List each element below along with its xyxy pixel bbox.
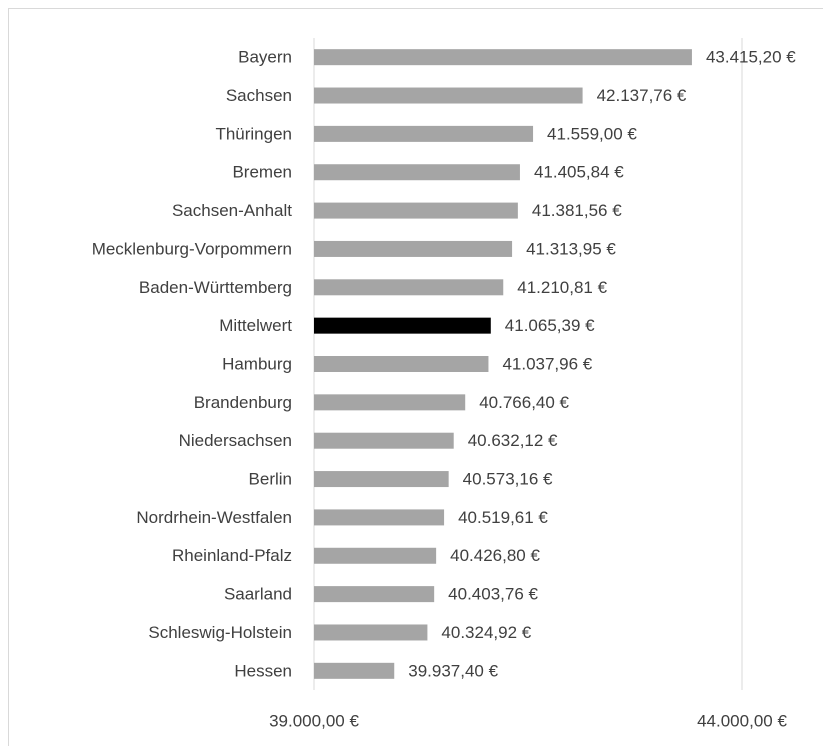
y-tick-label: Brandenburg <box>194 393 292 412</box>
data-label: 41.381,56 € <box>532 201 622 220</box>
data-label: 41.313,95 € <box>526 239 616 258</box>
data-label: 40.573,16 € <box>463 470 553 489</box>
bar <box>314 49 692 66</box>
bar <box>314 662 395 679</box>
y-tick-label: Saarland <box>224 585 292 604</box>
bar <box>314 202 518 219</box>
bar <box>314 164 520 181</box>
y-tick-label: Schleswig-Holstein <box>148 623 292 642</box>
bar <box>314 547 437 564</box>
y-tick-label: Rheinland-Pfalz <box>172 546 292 565</box>
data-label: 40.324,92 € <box>441 623 531 642</box>
bar <box>314 125 534 142</box>
bar <box>314 471 449 488</box>
y-tick-label: Nordrhein-Westfalen <box>136 508 292 527</box>
bar <box>314 87 583 104</box>
bar <box>314 240 513 257</box>
y-tick-label: Berlin <box>249 470 292 489</box>
bar <box>314 356 489 372</box>
y-tick-label: Bremen <box>232 163 292 182</box>
y-tick-label: Baden-Württemberg <box>139 278 292 297</box>
data-label: 41.405,84 € <box>534 163 624 182</box>
data-label: 40.426,80 € <box>450 546 540 565</box>
y-tick-label: Sachsen <box>226 86 292 105</box>
data-label: 40.632,12 € <box>468 431 558 450</box>
bar <box>314 586 435 603</box>
y-tick-label: Mecklenburg-Vorpommern <box>92 239 292 258</box>
y-tick-label: Niedersachsen <box>179 431 292 450</box>
data-label: 42.137,76 € <box>597 86 687 105</box>
y-tick-label: Bayern <box>238 48 292 67</box>
data-label: 39.937,40 € <box>408 661 498 680</box>
chart-border <box>8 8 823 746</box>
bar <box>314 317 491 334</box>
bar <box>314 394 466 411</box>
data-label: 43.415,20 € <box>706 48 796 67</box>
x-tick-label: 39.000,00 € <box>269 711 359 730</box>
data-label: 40.403,76 € <box>448 585 538 604</box>
y-tick-label: Mittelwert <box>219 316 292 335</box>
data-label: 41.037,96 € <box>502 354 592 373</box>
bar <box>314 279 504 296</box>
data-label: 40.519,61 € <box>458 508 548 527</box>
x-tick-label: 44.000,00 € <box>697 711 787 730</box>
y-tick-label: Hamburg <box>222 354 292 373</box>
data-label: 40.766,40 € <box>479 393 569 412</box>
bar <box>314 624 428 641</box>
y-tick-label: Hessen <box>234 661 292 680</box>
bar <box>314 432 454 449</box>
data-label: 41.210,81 € <box>517 278 607 297</box>
y-tick-label: Sachsen-Anhalt <box>172 201 292 220</box>
data-label: 41.559,00 € <box>547 124 637 143</box>
bar <box>314 509 445 526</box>
y-tick-label: Thüringen <box>215 124 292 143</box>
data-label: 41.065,39 € <box>505 316 595 335</box>
